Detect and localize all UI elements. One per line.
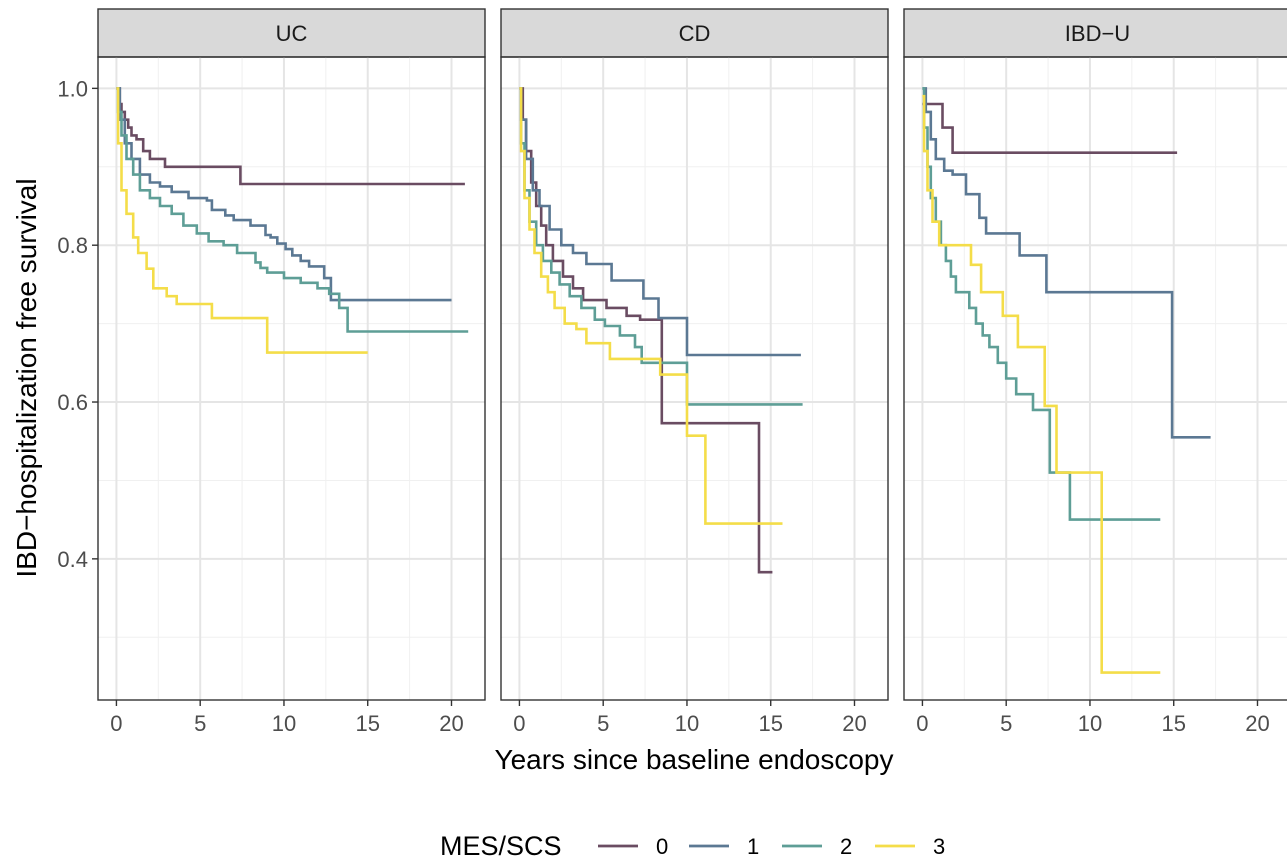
x-tick-label: 10 [272, 711, 296, 736]
facet-title: UC [276, 21, 308, 46]
x-tick-label: 20 [1245, 711, 1269, 736]
series-group [922, 87, 1211, 674]
series-line-3 [922, 94, 1161, 674]
facet-panel-1: UC 0 5 10 15 20 [97, 8, 486, 736]
facet-strip [903, 8, 1287, 58]
panel-border [500, 56, 889, 701]
series-line-0 [922, 102, 1178, 154]
gridlines [98, 57, 485, 700]
x-axis: 0 5 10 15 20 [916, 700, 1270, 736]
legend-label: 1 [747, 834, 759, 858]
x-tick-label: 10 [675, 711, 699, 736]
x-tick-label: 15 [355, 711, 379, 736]
series-line-0 [519, 87, 773, 574]
x-tick-label: 10 [1078, 711, 1102, 736]
legend-item-2: 2 [782, 834, 852, 859]
x-axis: 0 5 10 15 20 [110, 700, 464, 736]
y-axis: 0.4 0.6 0.8 1.0 [57, 76, 98, 572]
legend-item-0: 0 [598, 834, 668, 859]
series-line-1 [116, 87, 452, 302]
legend-label: 0 [656, 834, 668, 858]
facet-panel-2: CD 0 5 10 15 20 [500, 8, 889, 736]
gridlines [501, 57, 888, 700]
legend: MES/SCS 0 1 2 3 [440, 831, 945, 861]
facet-panel-3: IBD−U 0 5 10 15 20 [903, 8, 1287, 736]
facet-title: IBD−U [1065, 21, 1130, 46]
series-line-2 [116, 87, 469, 333]
legend-item-1: 1 [689, 834, 759, 859]
panel-border [97, 56, 486, 701]
series-line-3 [116, 87, 368, 354]
series-line-1 [922, 87, 1211, 439]
facet-strip [97, 8, 486, 58]
x-tick-label: 0 [916, 711, 928, 736]
x-tick-label: 15 [1161, 711, 1185, 736]
y-tick-label: 0.8 [57, 233, 88, 258]
x-tick-label: 20 [439, 711, 463, 736]
y-tick-label: 1.0 [57, 76, 88, 101]
x-axis: 0 5 10 15 20 [513, 700, 867, 736]
y-axis-title: IBD−hospitalization free survival [11, 178, 42, 577]
series-group [116, 87, 469, 354]
facet-panels: UC 0 5 10 15 20 CD 0 5 10 15 20 IBD−U 0 5 10 15 20 [97, 8, 1287, 736]
legend-item-3: 3 [875, 834, 945, 859]
legend-title: MES/SCS [440, 831, 562, 858]
series-group [519, 87, 803, 574]
x-tick-label: 15 [758, 711, 782, 736]
x-tick-label: 5 [597, 711, 609, 736]
x-tick-label: 0 [513, 711, 525, 736]
x-tick-label: 5 [194, 711, 206, 736]
x-tick-label: 20 [842, 711, 866, 736]
facet-title: CD [679, 21, 711, 46]
y-tick-label: 0.6 [57, 390, 88, 415]
series-line-2 [519, 87, 803, 406]
panel-border [903, 56, 1287, 701]
x-tick-label: 5 [1000, 711, 1012, 736]
gridlines [904, 57, 1287, 700]
series-line-3 [519, 87, 783, 525]
legend-label: 2 [840, 834, 852, 858]
x-axis-title: Years since baseline endoscopy [494, 744, 893, 775]
x-tick-label: 0 [110, 711, 122, 736]
series-line-1 [519, 87, 801, 357]
series-line-0 [116, 87, 465, 186]
legend-label: 3 [933, 834, 945, 858]
y-tick-label: 0.4 [57, 547, 88, 572]
